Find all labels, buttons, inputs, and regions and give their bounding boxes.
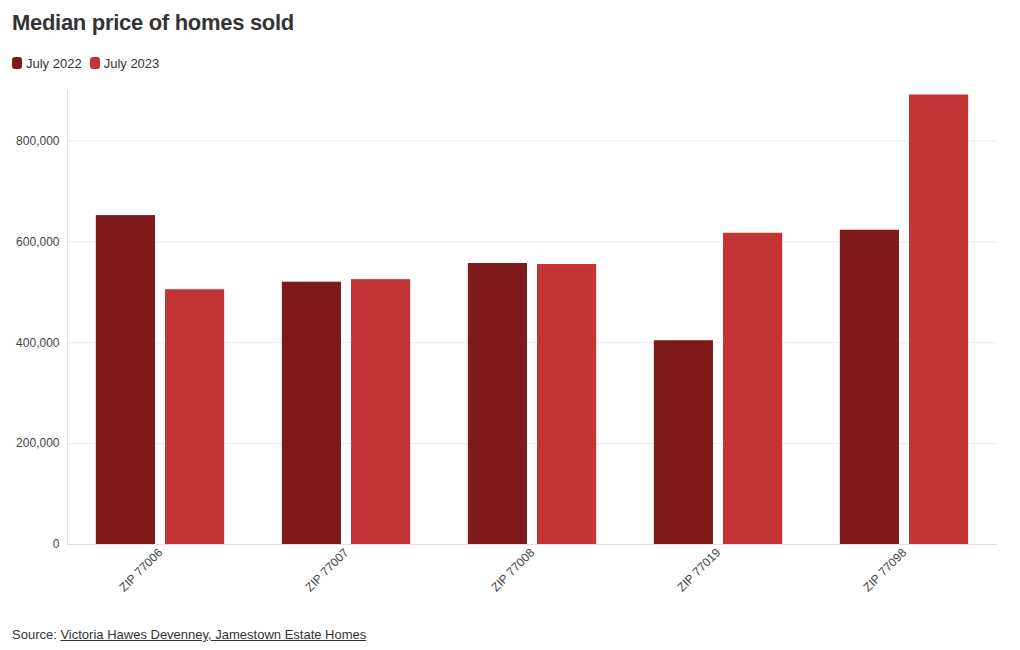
- html-text:Source: Victoria Hawes Devenne: Source: Victoria Hawes Devenney, Jamesto…: [12, 627, 367, 642]
- svg-text:ZIP 77019: ZIP 77019: [674, 545, 723, 594]
- svg-text:ZIP 77007: ZIP 77007: [302, 545, 351, 594]
- svg-text:ZIP 77006: ZIP 77006: [116, 545, 165, 594]
- html-text:Median price of homes sold: Median price of homes sold: [12, 10, 294, 35]
- svg-text:0: 0: [53, 537, 60, 551]
- html-text:July 2023: July 2023: [103, 55, 160, 71]
- svg-text:200,000: 200,000: [16, 436, 60, 450]
- svg-text:ZIP 77098: ZIP 77098: [860, 545, 909, 594]
- svg-text:ZIP 77008: ZIP 77008: [488, 545, 537, 594]
- html-text:July 2022: July 2022: [26, 55, 82, 71]
- svg-text:600,000: 600,000: [16, 235, 60, 249]
- svg-text:800,000: 800,000: [16, 134, 60, 148]
- svg-text:400,000: 400,000: [16, 336, 60, 350]
